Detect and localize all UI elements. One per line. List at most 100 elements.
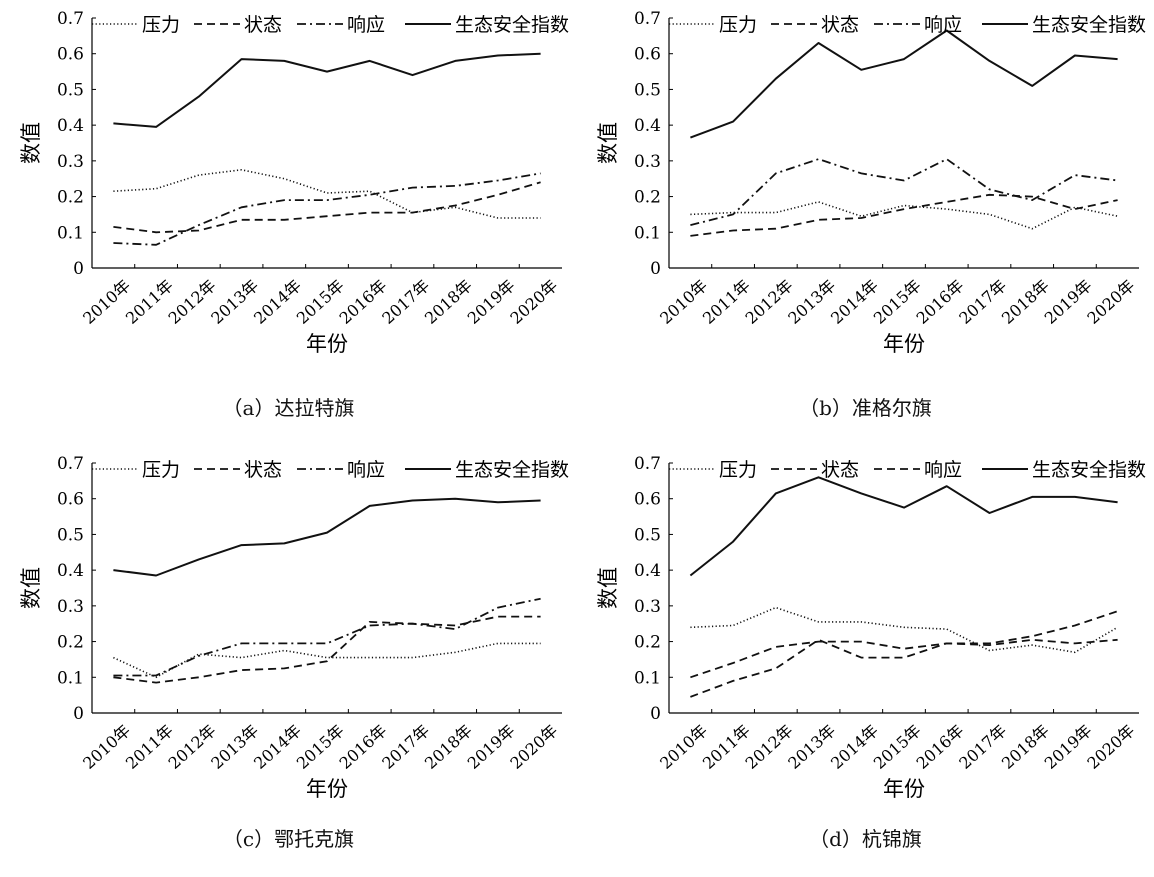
x-tick-label: 2018年 [421, 721, 476, 773]
x-tick-label: 2019年 [464, 721, 519, 773]
y-tick-label: 0.7 [634, 454, 661, 474]
chart-svg-c: 00.10.20.30.40.50.60.72010年2011年2012年201… [19, 454, 569, 801]
caption-d: （d）杭锦旗 [809, 827, 922, 851]
y-tick-label: 0.6 [634, 490, 661, 510]
caption-a: （a）达拉特旗 [222, 396, 355, 420]
legend-label-2: 响应 [924, 14, 962, 36]
chart-svg-b: 00.10.20.30.40.50.60.72010年2011年2012年201… [596, 9, 1146, 356]
x-tick-label: 2010年 [656, 276, 711, 328]
x-tick-label: 2012年 [165, 721, 220, 773]
y-tick-label: 0.6 [634, 45, 661, 65]
x-tick-label: 2020年 [506, 721, 561, 773]
x-tick-label: 2015年 [870, 276, 925, 328]
series-line-2 [113, 172, 541, 246]
series-line-0 [113, 169, 541, 219]
x-tick-label: 2012年 [742, 276, 797, 328]
x-tick-label: 2014年 [250, 276, 305, 328]
x-tick-label: 2019年 [1041, 276, 1096, 328]
x-tick-label: 2012年 [742, 721, 797, 773]
caption-c: （c）鄂托克旗 [222, 827, 355, 851]
legend-label-1: 状态 [244, 459, 282, 481]
series-line-3 [690, 29, 1118, 139]
series-line-1 [113, 181, 541, 234]
legend-label-2: 响应 [924, 459, 962, 481]
y-tick-label: 0.4 [634, 116, 661, 136]
x-tick-label: 2013年 [784, 276, 839, 328]
x-tick-label: 2015年 [870, 721, 925, 773]
x-tick-label: 2016年 [336, 276, 391, 328]
y-tick-label: 0 [73, 704, 84, 724]
y-tick-label: 0.2 [634, 188, 661, 208]
x-axis-title: 年份 [306, 777, 348, 801]
x-tick-label: 2013年 [207, 276, 262, 328]
legend-label-3: 生态安全指数 [455, 14, 569, 36]
y-tick-label: 0.4 [57, 561, 84, 581]
x-tick-label: 2015年 [293, 721, 348, 773]
x-tick-label: 2017年 [378, 276, 433, 328]
x-tick-label: 2019年 [1041, 721, 1096, 773]
x-tick-label: 2014年 [827, 721, 882, 773]
series-line-0 [690, 606, 1119, 654]
y-tick-label: 0.7 [57, 454, 84, 474]
legend-label-3: 生态安全指数 [1032, 459, 1146, 481]
chart-panel-a: 0 0.1 0.2 0.3 0.4 0.5 0.6 0.7 2010年 2011年 2012年 201… [0, 0, 577, 432]
y-axis-title: 数值 [19, 122, 43, 164]
x-tick-label: 2011年 [122, 276, 177, 328]
series-line-0 [690, 201, 1118, 230]
y-tick-label: 0.4 [57, 116, 84, 136]
y-axis-title: 数值 [596, 122, 620, 164]
y-tick-label: 0 [650, 704, 661, 724]
y-axis-title: 数值 [19, 567, 43, 609]
y-tick-label: 0.4 [634, 561, 661, 581]
y-tick-label: 0.5 [57, 525, 84, 545]
x-tick-label: 2020年 [506, 276, 561, 328]
y-tick-label: 0.2 [57, 633, 84, 653]
x-tick-label: 2011年 [699, 721, 754, 773]
y-tick-label: 0 [650, 259, 661, 279]
x-tick-label: 2017年 [955, 721, 1010, 773]
x-tick-label: 2018年 [421, 276, 476, 328]
series-line-0 [113, 642, 541, 679]
legend-label-1: 状态 [821, 14, 859, 36]
x-tick-label: 2010年 [79, 721, 134, 773]
y-tick-label: 0 [73, 259, 84, 279]
chart-panel-c: 0 0.1 0.2 0.3 0.4 0.5 0.6 0.7 2010年 2011年 2012年 201… [0, 445, 577, 877]
series-line-3 [113, 497, 541, 577]
x-tick-label: 2016年 [913, 721, 968, 773]
y-tick-label: 0.1 [634, 668, 661, 688]
y-tick-label: 0.3 [57, 597, 84, 617]
y-tick-label: 0.5 [634, 525, 661, 545]
x-tick-label: 2019年 [464, 276, 519, 328]
series-line-2 [113, 597, 541, 677]
x-tick-label: 2010年 [79, 276, 134, 328]
chart-panel-d: 0 0.1 0.2 0.3 0.4 0.5 0.6 0.7 2010年 2011年 2012年 201… [577, 445, 1154, 877]
legend-label-0: 压力 [719, 459, 757, 481]
x-tick-label: 2010年 [656, 721, 711, 773]
x-tick-label: 2020年 [1083, 721, 1138, 773]
series-line-2 [690, 158, 1118, 226]
x-tick-label: 2013年 [207, 721, 262, 773]
x-tick-label: 2017年 [378, 721, 433, 773]
y-tick-label: 0.1 [57, 223, 84, 243]
y-tick-label: 0.7 [634, 9, 661, 29]
x-axis-title: 年份 [883, 777, 925, 801]
legend-label-3: 生态安全指数 [455, 459, 569, 481]
y-tick-label: 0.1 [634, 223, 661, 243]
y-tick-label: 0.3 [634, 597, 661, 617]
x-tick-label: 2015年 [293, 276, 348, 328]
x-tick-label: 2014年 [250, 721, 305, 773]
y-tick-label: 0.6 [57, 45, 84, 65]
x-tick-label: 2011年 [122, 721, 177, 773]
legend-label-2: 响应 [347, 459, 385, 481]
chart-svg-a: 00.10.20.30.40.50.60.72010年2011年2012年201… [19, 9, 569, 356]
x-axis-title: 年份 [306, 332, 348, 356]
y-tick-label: 0.6 [57, 490, 84, 510]
x-axis-title: 年份 [883, 332, 925, 356]
series-line-1 [113, 615, 541, 684]
legend-label-1: 状态 [244, 14, 282, 36]
x-tick-label: 2018年 [998, 276, 1053, 328]
y-tick-label: 0.2 [634, 633, 661, 653]
caption-b: （b）准格尔旗 [799, 396, 932, 420]
x-tick-label: 2011年 [699, 276, 754, 328]
